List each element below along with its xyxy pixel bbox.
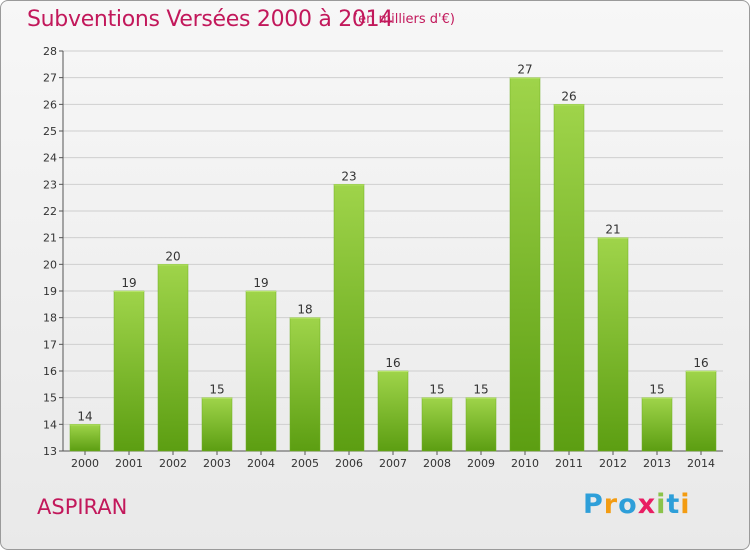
y-tick-label: 28 [43,45,57,58]
x-tick-label: 2004 [247,457,275,470]
bar [685,370,717,452]
y-tick-label: 17 [43,338,57,351]
data-label: 14 [77,409,92,423]
x-tick-label: 2003 [203,457,231,470]
x-tick-label: 2009 [467,457,495,470]
x-tick-label: 2014 [687,457,715,470]
x-tick-label: 2005 [291,457,319,470]
y-tick-label: 22 [43,205,57,218]
y-tick-label: 23 [43,178,57,191]
bar [157,264,189,452]
bar [333,184,365,452]
data-label: 15 [209,383,224,397]
y-tick-label: 18 [43,312,57,325]
bar [597,237,629,452]
logo-letter: i [656,489,667,520]
chart-title: Subventions Versées 2000 à 2014 [27,7,394,32]
logo-letter: P [583,489,604,520]
proxiti-logo: Proxiti [583,489,691,520]
data-label: 16 [385,356,400,370]
bar [553,104,585,452]
y-tick-label: 16 [43,365,57,378]
data-label: 27 [517,63,532,77]
logo-letter: o [618,489,638,520]
data-label: 23 [341,169,356,183]
x-tick-label: 2007 [379,457,407,470]
y-tick-label: 21 [43,232,57,245]
data-label: 16 [693,356,708,370]
logo-letter: r [603,489,619,520]
data-label: 18 [297,303,312,317]
x-tick-label: 2008 [423,457,451,470]
logo-letter: x [637,489,657,520]
bar [377,370,409,452]
y-tick-label: 13 [43,445,57,458]
x-tick-label: 2011 [555,457,583,470]
y-tick-label: 25 [43,125,57,138]
y-tick-label: 20 [43,258,57,271]
bars [69,77,717,452]
labels: 13 14 15 16 17 18 19 20 21 22 23 24 25 26 27 28 14 2000 19… [43,45,715,470]
data-label: 20 [165,249,180,263]
x-tick-label: 2006 [335,457,363,470]
data-label: 15 [429,383,444,397]
logo-letter: i [680,489,691,520]
bar [245,290,277,452]
town-name: ASPIRAN [37,495,128,519]
x-tick-label: 2000 [71,457,99,470]
data-label: 21 [605,223,620,237]
y-tick-label: 14 [43,418,57,431]
x-tick-label: 2013 [643,457,671,470]
bar [289,317,321,452]
y-tick-label: 24 [43,152,57,165]
bar [465,397,497,452]
logo-letter: t [666,489,681,520]
x-tick-label: 2010 [511,457,539,470]
x-tick-label: 2001 [115,457,143,470]
bar [641,397,673,452]
y-tick-label: 15 [43,392,57,405]
y-tick-label: 19 [43,285,57,298]
y-tick-label: 27 [43,72,57,85]
bar [69,424,101,452]
y-tick-label: 26 [43,98,57,111]
chart-unit-subtitle: (en milliers d'€) [353,12,455,27]
bar [113,290,145,452]
bar [201,397,233,452]
data-label: 26 [561,89,576,103]
data-label: 19 [121,276,136,290]
data-label: 19 [253,276,268,290]
data-label: 15 [473,383,488,397]
bar [421,397,453,452]
x-tick-label: 2002 [159,457,187,470]
bar [509,77,541,452]
data-label: 15 [649,383,664,397]
x-tick-label: 2012 [599,457,627,470]
